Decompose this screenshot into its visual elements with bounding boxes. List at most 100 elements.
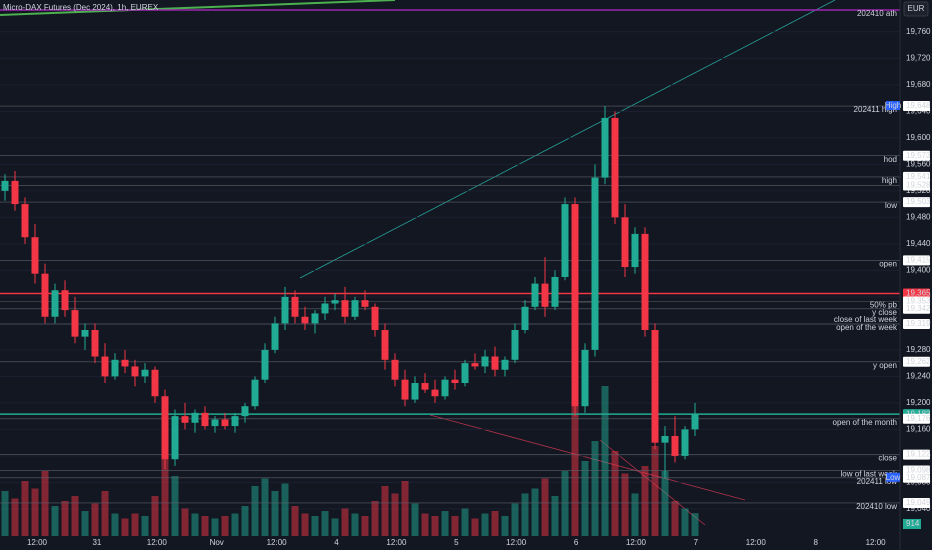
- price-label-box: [903, 288, 930, 299]
- level-name: high: [882, 176, 897, 185]
- x-tick-label: 6: [574, 538, 579, 547]
- candle-body: [131, 366, 139, 377]
- volume-bar: [171, 476, 179, 536]
- volume-bar: [641, 466, 649, 536]
- volume-bar: [361, 516, 369, 536]
- volume-bar: [181, 508, 189, 536]
- candle-body: [361, 300, 369, 307]
- chart-title: Micro-DAX Futures (Dec 2024), 1h, EUREX: [3, 3, 159, 12]
- volume-bar: [381, 486, 389, 536]
- candle-body: [581, 349, 589, 407]
- level-name: open of the week: [836, 323, 898, 332]
- candle-body: [151, 369, 159, 397]
- volume-bar: [81, 511, 89, 536]
- price-label-box: [903, 356, 930, 367]
- price-label-box: [903, 413, 930, 424]
- candle-body: [481, 356, 489, 367]
- volume-bar: [521, 493, 529, 536]
- x-tick-label: 12:00: [27, 538, 48, 547]
- volume-bar: [671, 501, 679, 536]
- price-label-box: [903, 101, 930, 112]
- volume-bar: [61, 501, 69, 536]
- level-name: low of last week: [841, 470, 898, 479]
- candle-body: [411, 383, 419, 400]
- level-badge: [886, 472, 900, 482]
- volume-bar: [191, 513, 199, 536]
- price-label: 19,098: [906, 466, 931, 475]
- x-tick-label: 12:00: [866, 538, 887, 547]
- level-name: 50% pb: [870, 301, 898, 310]
- x-tick-label: 12:00: [746, 538, 767, 547]
- y-tick-label: 19,600: [906, 133, 931, 142]
- candle-body: [351, 300, 359, 317]
- level-badge: [886, 101, 900, 111]
- y-tick-label: 19,680: [906, 80, 931, 89]
- volume-bar: [281, 483, 289, 536]
- volume-bar: [441, 511, 449, 536]
- volume-bar: [581, 461, 589, 536]
- currency[interactable]: EUR: [908, 4, 925, 13]
- volume-bar: [451, 516, 459, 536]
- level-name: 202411 high: [854, 105, 897, 114]
- volume-bar: [651, 446, 659, 536]
- y-tick-label: 19,240: [906, 371, 931, 380]
- volume-bar: [131, 513, 139, 536]
- volume-bar: [391, 493, 399, 536]
- price-label-box: [903, 150, 930, 161]
- volume-bar: [621, 473, 629, 536]
- volume-bar: [111, 513, 119, 536]
- volume-bar: [471, 518, 479, 536]
- volume-label: 914: [906, 519, 920, 528]
- volume-bar: [151, 496, 159, 536]
- price-label-box: [903, 472, 930, 483]
- candle-body: [441, 379, 449, 397]
- candle-body: [71, 310, 79, 337]
- x-tick-label: 5: [454, 538, 459, 547]
- candle-body: [181, 416, 189, 423]
- candle-body: [591, 177, 599, 350]
- candle-body: [31, 237, 39, 274]
- level-name: close of last week: [834, 315, 898, 324]
- volume-bar: [371, 501, 379, 536]
- trend-line: [299, 0, 836, 279]
- candle-body: [621, 217, 629, 268]
- price-label: 19,648: [906, 101, 931, 110]
- volume-bar: [541, 478, 549, 536]
- currency-button[interactable]: [903, 1, 929, 17]
- volume-bar: [211, 518, 219, 536]
- volume-bar: [101, 491, 109, 536]
- price-label: 19,503: [906, 197, 931, 206]
- volume-bar: [681, 508, 689, 536]
- x-tick-label: 31: [92, 538, 101, 547]
- price-label: 19,528: [906, 181, 931, 190]
- candle-body: [421, 383, 429, 390]
- volume-bar: [291, 506, 299, 536]
- candle-body: [671, 436, 679, 456]
- volume-bar: [51, 506, 59, 536]
- candle-body: [161, 396, 169, 460]
- candle-body: [451, 379, 459, 384]
- x-tick-label: 12:00: [147, 538, 168, 547]
- volume-bar: [631, 493, 639, 536]
- x-tick-label: 12:00: [626, 538, 647, 547]
- candle-body: [401, 379, 409, 400]
- candle-body: [61, 290, 69, 311]
- volume-bar: [411, 503, 419, 536]
- candle-body: [381, 330, 389, 360]
- volume-bar: [561, 471, 569, 536]
- x-tick-label: 12:00: [267, 538, 288, 547]
- level-name: open of the month: [833, 418, 898, 427]
- candle-body: [291, 296, 299, 317]
- candle-body: [261, 349, 269, 380]
- volume-bar: [1, 491, 9, 536]
- price-label-box: [903, 319, 930, 330]
- x-tick-label: Nov: [210, 538, 224, 547]
- price-label-box: [903, 180, 930, 191]
- candle-body: [1, 180, 9, 191]
- volume-bar: [21, 481, 29, 536]
- x-tick-label: 4: [334, 538, 339, 547]
- volume-bar: [121, 518, 129, 536]
- candle-body: [11, 180, 19, 205]
- candle-body: [391, 359, 399, 380]
